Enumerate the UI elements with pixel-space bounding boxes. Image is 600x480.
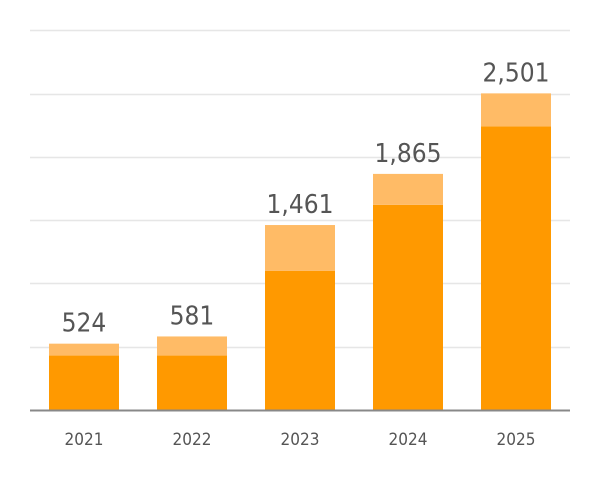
bars [49,93,551,410]
bar-segment-base [157,355,227,410]
x-tick-label: 2021 [65,430,104,450]
bar-segment-base [481,126,551,410]
bar-total-label: 1,865 [375,139,442,169]
bar-total-label: 2,501 [483,58,550,88]
bar-total-label: 1,461 [267,190,334,220]
bar-segment-top [157,336,227,356]
data-labels: 524 581 1,461 1,865 2,501 [62,58,550,338]
x-axis: 2021 2022 2023 2024 2025 [30,409,570,450]
x-tick-label: 2023 [281,430,320,450]
x-tick-label: 2022 [173,430,212,450]
bar-total-label: 524 [62,309,107,339]
bar-segment-top [265,225,335,271]
bar-total-label: 581 [170,301,215,331]
bar-segment-top [373,173,443,205]
bar-segment-base [265,270,335,410]
gridlines [30,29,570,349]
x-tick-label: 2025 [497,430,536,450]
bar-segment-base [373,204,443,410]
bar-segment-top [481,93,551,127]
bar-segment-top [49,343,119,356]
bar-segment-base [49,355,119,410]
x-tick-label: 2024 [389,430,428,450]
